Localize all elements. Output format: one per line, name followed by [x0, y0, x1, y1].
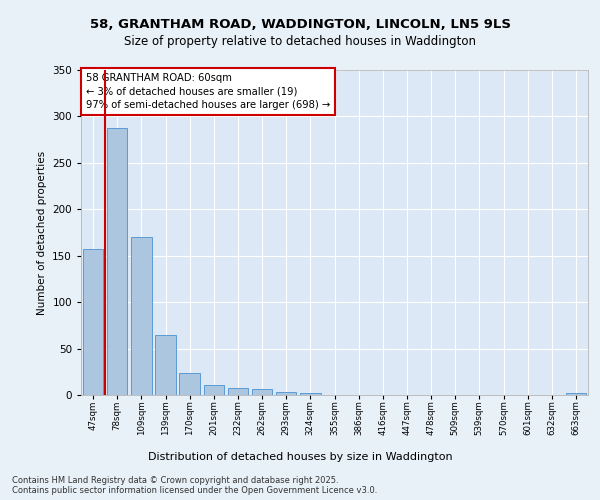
Text: Distribution of detached houses by size in Waddington: Distribution of detached houses by size …: [148, 452, 452, 462]
Bar: [203, 385, 224, 395]
Text: 58, GRANTHAM ROAD, WADDINGTON, LINCOLN, LN5 9LS: 58, GRANTHAM ROAD, WADDINGTON, LINCOLN, …: [89, 18, 511, 30]
Y-axis label: Number of detached properties: Number of detached properties: [37, 150, 47, 314]
Bar: [155, 334, 176, 395]
Bar: [227, 388, 248, 395]
Bar: [83, 249, 103, 395]
Bar: [107, 128, 127, 395]
Bar: [252, 390, 272, 395]
Bar: [300, 393, 320, 395]
Text: Contains HM Land Registry data © Crown copyright and database right 2025.
Contai: Contains HM Land Registry data © Crown c…: [12, 476, 377, 495]
Text: Size of property relative to detached houses in Waddington: Size of property relative to detached ho…: [124, 35, 476, 48]
Bar: [566, 393, 586, 395]
Bar: [276, 392, 296, 395]
Bar: [131, 237, 152, 395]
Bar: [179, 372, 200, 395]
Text: 58 GRANTHAM ROAD: 60sqm
← 3% of detached houses are smaller (19)
97% of semi-det: 58 GRANTHAM ROAD: 60sqm ← 3% of detached…: [86, 73, 331, 110]
